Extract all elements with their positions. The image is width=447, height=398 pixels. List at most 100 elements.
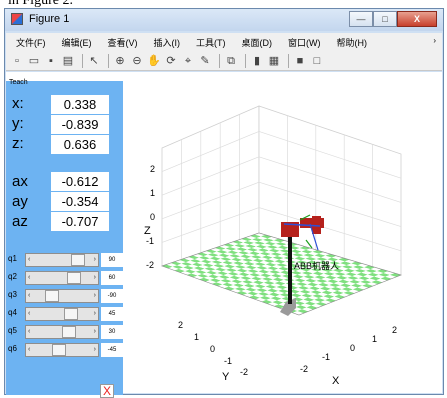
- data-cursor-icon[interactable]: ⌖: [184, 54, 192, 67]
- slider-right-arrow-icon[interactable]: ›: [93, 328, 96, 335]
- legend-icon[interactable]: ▦: [268, 54, 280, 67]
- joint-slider[interactable]: ‹ ›: [25, 325, 99, 339]
- floor-tile: [249, 273, 261, 277]
- robot-3d-plot[interactable]: ABB机器人 2 1 0 -1 -2 2 1 0 -1 -2 -2 -1 0 1 2 Z Y X: [124, 72, 442, 395]
- floor-tile: [296, 260, 308, 264]
- print-icon[interactable]: ▤: [62, 54, 74, 67]
- floor-tile: [319, 252, 330, 256]
- slider-left-arrow-icon[interactable]: ‹: [28, 310, 31, 317]
- save-icon[interactable]: ▪: [49, 54, 53, 67]
- joint-slider[interactable]: ‹ ›: [25, 253, 99, 267]
- floor-tile: [220, 257, 232, 261]
- open-icon[interactable]: ▭: [28, 54, 40, 67]
- menu-desktop[interactable]: 桌面(D): [241, 37, 273, 48]
- floor-tile: [328, 270, 340, 274]
- menu-help[interactable]: 帮助(H): [336, 37, 368, 48]
- menu-tools[interactable]: 工具(T): [196, 37, 226, 48]
- slider-thumb[interactable]: [51, 344, 66, 356]
- slider-right-arrow-icon[interactable]: ›: [93, 310, 96, 317]
- teach-panel: Teach x: 0.338 y: -0.839 z: 0.636 ax -0.…: [6, 79, 123, 398]
- floor-tile: [251, 276, 263, 281]
- joint-slider[interactable]: ‹ ›: [25, 343, 99, 357]
- colorbar-icon[interactable]: ▮: [253, 54, 261, 67]
- joint-slider[interactable]: ‹ ›: [25, 289, 99, 303]
- grid-line: [258, 131, 402, 179]
- pointer-icon[interactable]: ↖: [89, 54, 99, 67]
- slider-right-arrow-icon[interactable]: ›: [93, 274, 96, 281]
- menu-overflow-icon[interactable]: ›: [433, 36, 436, 45]
- floor-tile: [230, 245, 241, 250]
- floor-tile: [254, 284, 266, 289]
- zoom-out-icon[interactable]: ⊖: [132, 54, 142, 67]
- floor-tile: [330, 273, 342, 278]
- slider-right-arrow-icon[interactable]: ›: [93, 292, 96, 299]
- brush-icon[interactable]: ✎: [200, 54, 210, 67]
- floor-tile: [268, 279, 280, 284]
- floor-tile: [300, 267, 312, 272]
- menu-insert[interactable]: 插入(I): [153, 37, 181, 48]
- slider-left-arrow-icon[interactable]: ‹: [28, 274, 31, 281]
- title-bar[interactable]: Figure 1 — □ X: [5, 9, 443, 31]
- link-icon[interactable]: ⧉: [227, 54, 235, 67]
- slider-left-arrow-icon[interactable]: ‹: [28, 292, 31, 299]
- caption-text: in Figure 2.: [8, 0, 73, 8]
- figure-canvas: Teach x: 0.338 y: -0.839 z: 0.636 ax -0.…: [6, 72, 442, 398]
- pan-icon[interactable]: ✋: [147, 54, 161, 67]
- menu-edit[interactable]: 编辑(E): [61, 37, 92, 48]
- joint-value: -90: [101, 289, 123, 303]
- y-tick-label: -1: [224, 356, 232, 366]
- minimize-button[interactable]: —: [349, 11, 373, 27]
- floor-tile: [265, 262, 277, 267]
- show-plot-tools-icon[interactable]: □: [313, 54, 321, 67]
- floor-tile: [232, 270, 244, 275]
- slider-thumb[interactable]: [45, 290, 59, 302]
- z-value: 0.636: [51, 135, 109, 154]
- slider-right-arrow-icon[interactable]: ›: [93, 256, 96, 263]
- zoom-in-icon[interactable]: ⊕: [115, 54, 125, 67]
- floor-tile: [277, 275, 289, 280]
- hide-plot-tools-icon[interactable]: ■: [296, 54, 304, 67]
- slider-left-arrow-icon[interactable]: ‹: [28, 256, 31, 263]
- slider-right-arrow-icon[interactable]: ›: [93, 346, 96, 353]
- floor-tile: [317, 269, 329, 274]
- new-icon[interactable]: ▫: [15, 54, 19, 67]
- close-teach-button[interactable]: X: [100, 384, 114, 398]
- floor-tile: [299, 289, 311, 294]
- floor-tile: [333, 281, 345, 286]
- menu-view[interactable]: 查看(V): [107, 37, 138, 48]
- floor-tile: [249, 295, 260, 300]
- slider-thumb[interactable]: [64, 308, 79, 320]
- floor-tile: [294, 301, 306, 306]
- floor-tile: [342, 265, 354, 269]
- floor-tile: [259, 295, 271, 300]
- slider-thumb[interactable]: [62, 326, 77, 338]
- floor-tile: [293, 287, 305, 292]
- floor-tile: [296, 282, 308, 287]
- joint-slider[interactable]: ‹ ›: [25, 307, 99, 321]
- floor-tile: [324, 262, 336, 267]
- slider-left-arrow-icon[interactable]: ‹: [28, 346, 31, 353]
- menu-window[interactable]: 窗口(W): [288, 37, 321, 48]
- floor-tile: [278, 289, 290, 293]
- floor-tile: [196, 261, 208, 265]
- rotate-icon[interactable]: ⟳: [166, 54, 176, 67]
- floor-tile: [314, 298, 326, 302]
- slider-thumb[interactable]: [71, 254, 85, 266]
- floor-tile: [271, 243, 283, 248]
- floor-tile: [205, 258, 217, 262]
- slider-thumb[interactable]: [66, 272, 81, 284]
- floor-tile: [194, 257, 206, 262]
- floor-tile: [251, 246, 263, 250]
- maximize-button[interactable]: □: [373, 11, 397, 27]
- menu-bar: 文件(F) 编辑(E) 查看(V) 插入(I) 工具(T) 桌面(D) 窗口(W…: [6, 33, 442, 51]
- floor-tile: [242, 280, 254, 284]
- slider-left-arrow-icon[interactable]: ‹: [28, 328, 31, 335]
- joint-slider[interactable]: ‹ ›: [25, 271, 99, 285]
- floor-tile: [298, 286, 310, 290]
- close-window-button[interactable]: X: [397, 11, 437, 27]
- floor-tile: [315, 288, 327, 293]
- floor-tile: [215, 267, 227, 272]
- floor-tile: [241, 289, 253, 294]
- floor-tile: [274, 259, 286, 264]
- menu-file[interactable]: 文件(F): [16, 37, 46, 48]
